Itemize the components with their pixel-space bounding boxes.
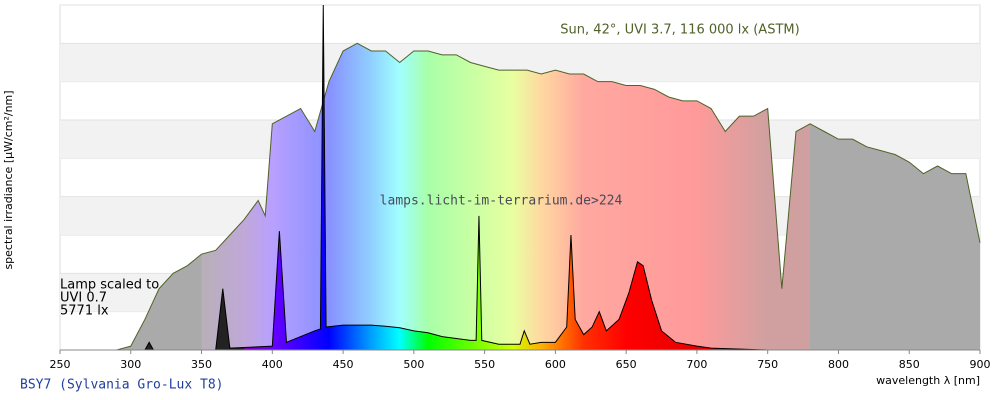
spectrum-line: [116, 42, 981, 351]
x-tick-label: 500: [403, 358, 424, 371]
x-tick-label: 800: [828, 358, 849, 371]
x-tick-label: 650: [616, 358, 637, 371]
spectrum-line: [60, 4, 980, 351]
x-tick-label: 750: [757, 358, 778, 371]
annotation: 5771 lx: [60, 304, 109, 319]
x-tick-label: 300: [120, 358, 141, 371]
legend-entry: Sun, 42°, UVI 3.7, 116 000 lx (ASTM): [560, 23, 799, 38]
x-tick-label: 550: [474, 358, 495, 371]
x-tick-label: 600: [545, 358, 566, 371]
x-tick-label: 350: [191, 358, 212, 371]
x-tick-label: 850: [899, 358, 920, 371]
x-tick-label: 700: [686, 358, 707, 371]
annotation: Lamp scaled to: [60, 278, 159, 293]
watermark: lamps.licht-im-terrarium.de>224: [380, 194, 623, 209]
annotation: UVI 0.7: [60, 291, 107, 306]
x-tick-label: 900: [970, 358, 991, 371]
x-axis-label: wavelength λ [nm]: [876, 374, 980, 387]
x-tick-label: 250: [50, 358, 71, 371]
y-axis-label: spectral irradiance [µW/cm²/nm]: [2, 90, 15, 269]
spectrum-area: [116, 43, 981, 350]
x-tick-label: 400: [262, 358, 283, 371]
x-tick-label: 450: [333, 358, 354, 371]
legend-entry: BSY7 (Sylvania Gro-Lux T8): [20, 378, 224, 393]
